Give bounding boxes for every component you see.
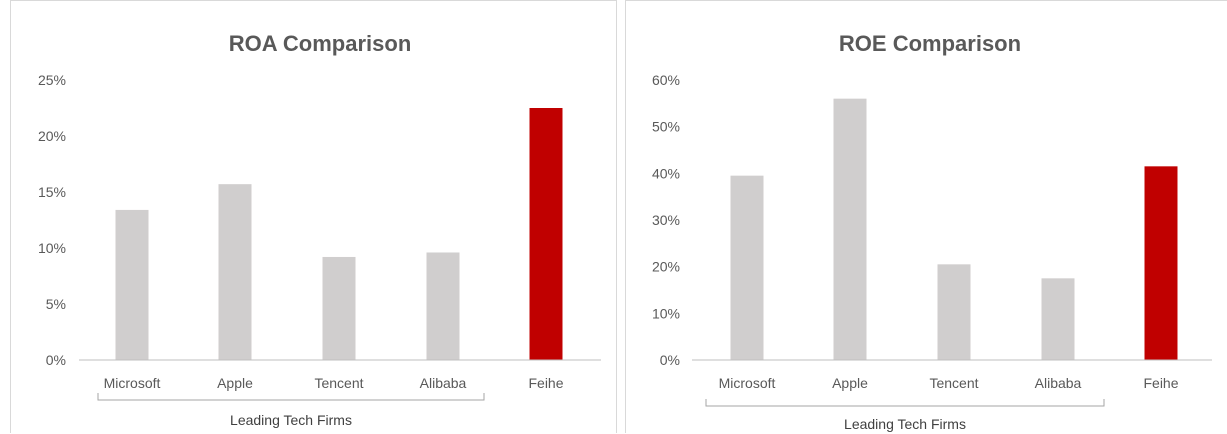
roe-x-tick-label: Feihe (1143, 375, 1178, 391)
roe-chart-svg: ROE Comparison 0% 10% 20% 30% 40% 50% 60% Micr… (652, 31, 1212, 432)
roe-x-tick-label: Alibaba (1035, 375, 1082, 391)
roe-y-tick-label: 30% (652, 212, 680, 228)
roe-bar-apple (833, 98, 867, 361)
roe-bar-alibaba (1041, 278, 1075, 360)
roa-chart-svg: ROA Comparison 0% 5% 10% 15% 20% 25% Microsof… (38, 31, 601, 428)
roe-y-tick-label: 10% (652, 305, 680, 321)
roe-chart-panel: ROE Comparison 0% 10% 20% 30% 40% 50% 60% Micr… (625, 0, 1227, 433)
roe-bar-microsoft (730, 175, 764, 360)
roe-x-tick-label: Apple (832, 375, 868, 391)
roa-bar-microsoft (115, 209, 149, 360)
roe-x-tick-label: Tencent (929, 375, 978, 391)
roa-x-tick-label: Tencent (314, 375, 363, 391)
roa-x-tick-label: Alibaba (420, 375, 467, 391)
roe-group-label: Leading Tech Firms (844, 416, 966, 432)
roa-y-axis: 0% 5% 10% 15% 20% 25% (38, 72, 66, 368)
roa-bar-tencent (322, 256, 356, 360)
roa-x-tick-label: Apple (217, 375, 253, 391)
roe-x-tick-label: Microsoft (719, 375, 776, 391)
roa-y-tick-label: 0% (46, 352, 66, 368)
roe-y-tick-label: 60% (652, 72, 680, 88)
roa-x-tick-label: Feihe (528, 375, 563, 391)
roa-bars (115, 108, 563, 360)
roa-y-tick-label: 20% (38, 128, 66, 144)
roe-y-axis: 0% 10% 20% 30% 40% 50% 60% (652, 72, 680, 368)
roe-x-axis: Microsoft Apple Tencent Alibaba Feihe (719, 375, 1179, 391)
roe-y-tick-label: 50% (652, 119, 680, 135)
roa-bar-alibaba (426, 252, 460, 360)
roa-group-label: Leading Tech Firms (230, 412, 352, 428)
roa-chart-panel: ROA Comparison 0% 5% 10% 15% 20% 25% Microsof… (10, 0, 617, 433)
roe-y-tick-label: 20% (652, 259, 680, 275)
roa-y-tick-label: 15% (38, 184, 66, 200)
roe-bars (730, 98, 1178, 361)
roe-y-tick-label: 0% (660, 352, 680, 368)
roa-chart-title: ROA Comparison (229, 31, 412, 56)
roa-y-tick-label: 10% (38, 240, 66, 256)
roa-bar-apple (218, 184, 252, 360)
roe-bar-tencent (937, 264, 971, 360)
roe-bar-feihe (1144, 166, 1178, 360)
roa-y-tick-label: 5% (46, 296, 66, 312)
roe-chart-title: ROE Comparison (839, 31, 1021, 56)
roa-bar-feihe (529, 108, 563, 360)
roe-y-tick-label: 40% (652, 165, 680, 181)
roa-y-tick-label: 25% (38, 72, 66, 88)
roa-x-tick-label: Microsoft (104, 375, 161, 391)
roa-x-axis: Microsoft Apple Tencent Alibaba Feihe (104, 375, 564, 391)
roa-group-bracket (97, 393, 485, 401)
roe-group-bracket (705, 399, 1105, 407)
